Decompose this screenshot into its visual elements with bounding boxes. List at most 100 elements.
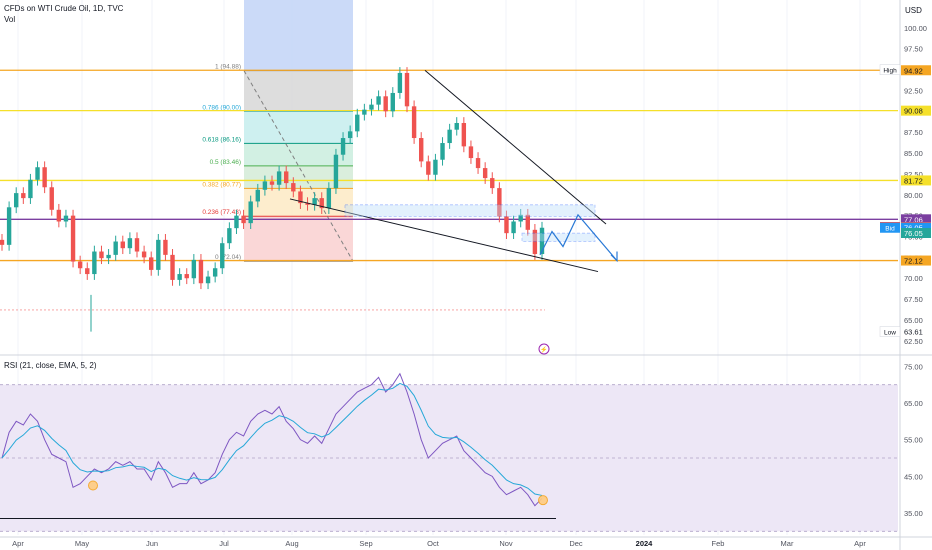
candle <box>170 254 175 280</box>
time-tick-label: Apr <box>854 539 866 548</box>
candle <box>490 178 495 189</box>
price-label-purple: 77.06 <box>904 215 923 224</box>
candle <box>369 104 374 110</box>
price-label-prefix: High <box>883 68 897 75</box>
currency-label: USD <box>905 6 922 15</box>
time-tick-label: Sep <box>359 539 372 548</box>
candle <box>77 261 83 269</box>
fib-zone <box>244 143 353 166</box>
candle <box>468 146 474 159</box>
candle <box>49 187 54 210</box>
candle <box>539 227 545 255</box>
candle <box>340 138 346 155</box>
candle <box>134 238 140 252</box>
candle <box>262 181 268 190</box>
candle <box>113 241 118 255</box>
resistance-zone <box>344 204 596 217</box>
candles <box>0 67 545 290</box>
price-tick-label: 87.50 <box>904 128 923 137</box>
price-label-bg <box>901 105 931 116</box>
candle <box>511 221 516 234</box>
time-tick-label: Dec <box>569 539 583 548</box>
projection-arrowhead <box>610 251 618 263</box>
price-tick-label: 70.00 <box>904 274 923 283</box>
candle <box>241 215 246 224</box>
rsi-band <box>0 384 898 532</box>
candle <box>404 72 410 107</box>
price-tick-label: 65.00 <box>904 316 923 325</box>
price-tick-label: 82.50 <box>904 170 923 179</box>
candle <box>433 159 438 175</box>
projection-path <box>539 213 618 262</box>
candle <box>106 254 111 259</box>
candle <box>397 72 403 93</box>
price-label-bg <box>901 222 931 233</box>
rsi-ema-line <box>1 382 543 496</box>
time-tick-label: Apr <box>12 539 24 548</box>
candle <box>212 268 218 277</box>
support-zone <box>521 232 596 242</box>
candle <box>99 251 104 259</box>
upper-trendline <box>424 70 607 225</box>
fib-level-label: 1 (94.88) <box>215 64 241 71</box>
price-label-yellow: 90.08 <box>904 107 923 116</box>
candle <box>291 183 296 192</box>
price-label-bg <box>901 326 931 337</box>
price-label-prefix-bg <box>879 64 901 75</box>
time-tick-label: Aug <box>285 539 298 548</box>
fib-level-label: 0.786 (90.00) <box>202 104 241 111</box>
price-label-bg <box>901 65 931 76</box>
fib-level-label: 0.382 (80.77) <box>202 181 241 188</box>
candle <box>355 114 360 132</box>
candle <box>482 168 488 179</box>
rsi-tick-label: 35.00 <box>904 509 923 518</box>
price-label-yellow: 81.72 <box>904 176 923 185</box>
candle <box>497 188 502 217</box>
candle <box>326 188 332 209</box>
candle <box>426 161 431 175</box>
event-icon <box>538 343 550 355</box>
price-label-orange: 94.92 <box>904 66 923 75</box>
candle <box>227 228 232 244</box>
candle <box>411 106 417 139</box>
rsi-tick-label: 55.00 <box>904 436 923 445</box>
candle <box>419 138 424 162</box>
candle <box>177 274 182 280</box>
candle <box>184 274 189 279</box>
candle <box>298 191 303 204</box>
candle <box>21 193 26 199</box>
fib-top-zone <box>244 0 353 71</box>
time-tick-label: May <box>75 539 89 548</box>
time-tick-label: Mar <box>781 539 794 548</box>
candle <box>14 193 19 208</box>
candle <box>269 181 275 185</box>
time-tick-label: Jun <box>146 539 158 548</box>
price-tick-label: 80.00 <box>904 191 923 200</box>
candle <box>347 131 353 139</box>
candle <box>383 96 388 112</box>
candle <box>191 259 197 279</box>
candle <box>127 238 133 249</box>
candle <box>85 268 90 275</box>
candle <box>305 203 310 205</box>
time-tick-label: Jul <box>219 539 229 548</box>
last-price-label: 76.05 <box>904 229 923 238</box>
volume-label: Vol <box>4 15 16 24</box>
candle <box>92 251 97 275</box>
rsi-title: RSI (21, close, EMA, 5, 2) <box>4 361 97 370</box>
price-tick-label: 67.50 <box>904 295 923 304</box>
candle <box>120 241 125 249</box>
price-label-bg <box>901 175 931 186</box>
time-tick-label: Feb <box>712 539 725 548</box>
chart-title: CFDs on WTI Crude Oil, 1D, TVC <box>4 4 124 13</box>
fib-level-label: 0.5 (83.46) <box>210 159 241 166</box>
price-label-prefix-bg <box>879 326 901 337</box>
price-label-prefix: Bid <box>885 226 895 233</box>
candle <box>163 239 168 255</box>
candle <box>141 251 147 258</box>
candle <box>6 207 12 245</box>
candle <box>284 171 289 184</box>
candle <box>504 216 509 234</box>
candle <box>454 123 459 130</box>
